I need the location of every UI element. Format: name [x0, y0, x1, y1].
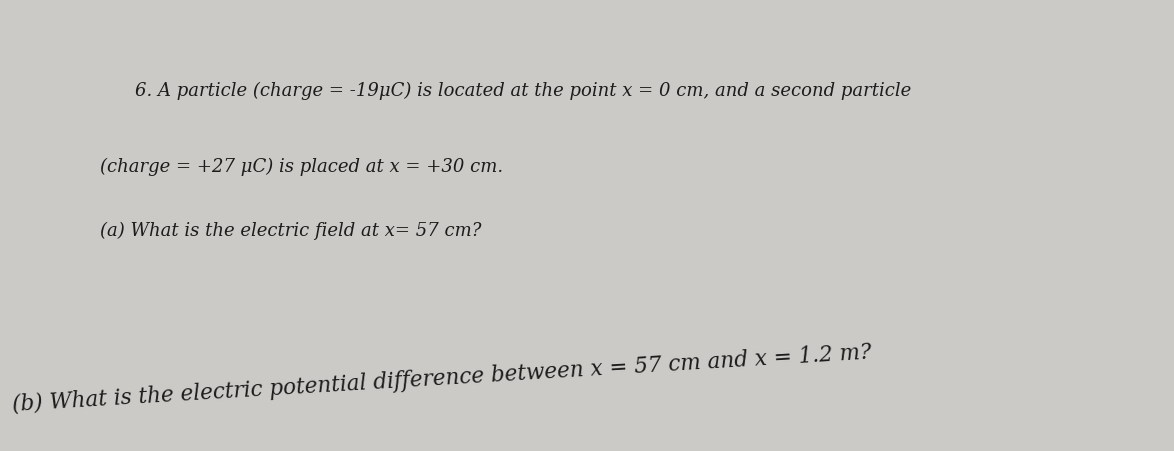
Text: (b) What is the electric potential difference between x = 57 cm and x = 1.2 m?: (b) What is the electric potential diffe… [12, 341, 872, 415]
Text: (charge = +27 μC) is placed at x = +30 cm.: (charge = +27 μC) is placed at x = +30 c… [100, 158, 502, 176]
Text: 6. A particle (charge = -19μC) is located at the point x = 0 cm, and a second pa: 6. A particle (charge = -19μC) is locate… [135, 81, 911, 99]
Text: (a) What is the electric field at x= 57 cm?: (a) What is the electric field at x= 57 … [100, 221, 481, 239]
